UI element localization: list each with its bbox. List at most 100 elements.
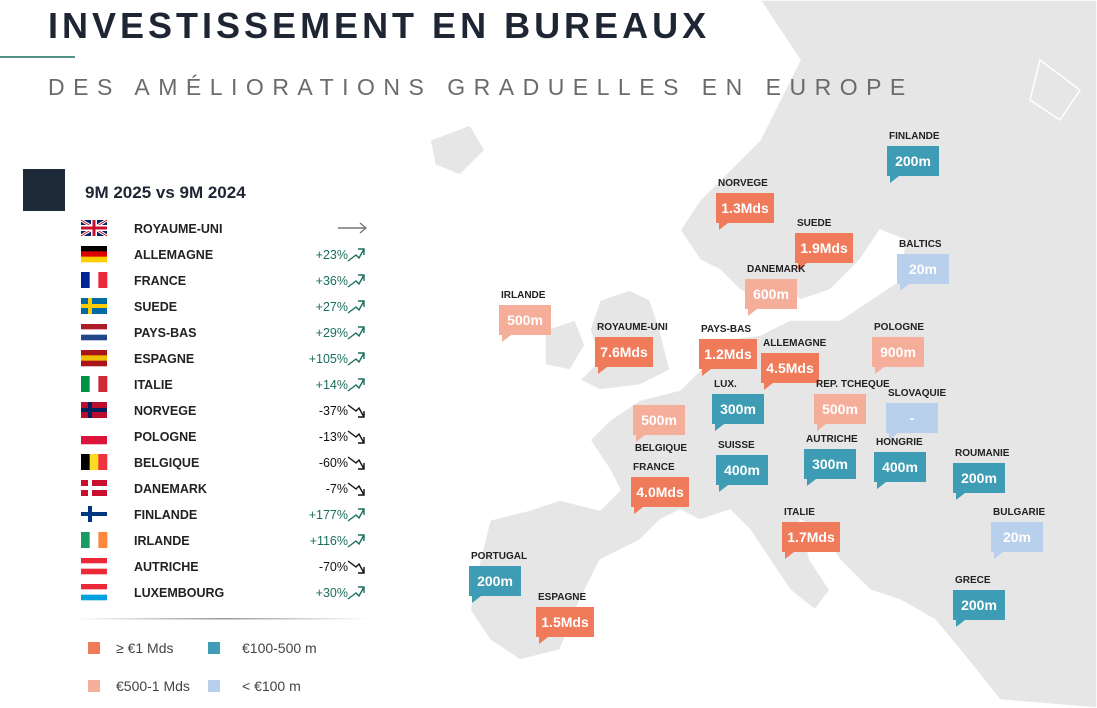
callout-label: PORTUGAL bbox=[471, 551, 527, 562]
callout-value: 500m bbox=[641, 412, 677, 428]
subtitle: DES AMÉLIORATIONS GRADUELLES EN EUROPE bbox=[48, 74, 914, 100]
callouts: 200m FINLANDE 1.3Mds NORVEGE 1.9Mds SUEDE 20m B… bbox=[469, 131, 1046, 644]
callout-value: 300m bbox=[720, 401, 756, 417]
title: INVESTISSEMENT EN BUREAUX bbox=[48, 5, 710, 46]
flag-band bbox=[81, 246, 107, 252]
callout-label: ITALIE bbox=[784, 507, 815, 518]
flag-band bbox=[81, 324, 107, 330]
flag-cross bbox=[81, 408, 107, 412]
flag-cross bbox=[81, 486, 107, 490]
callout-label: SUISSE bbox=[718, 440, 755, 451]
flag bbox=[81, 558, 107, 575]
callout-label: ROUMANIE bbox=[955, 448, 1010, 459]
legend-label: €100-500 m bbox=[242, 640, 317, 656]
flag bbox=[81, 350, 107, 367]
trend-arrow bbox=[347, 560, 365, 574]
callout-value: 500m bbox=[822, 401, 858, 417]
callout-value: 400m bbox=[882, 459, 918, 475]
legend-label: ≥ €1 Mds bbox=[116, 640, 173, 656]
trend-arrow bbox=[347, 378, 365, 392]
callout-label: ALLEMAGNE bbox=[763, 338, 827, 349]
callout-box bbox=[631, 477, 689, 514]
callout-box bbox=[699, 339, 757, 376]
trend-arrow bbox=[347, 352, 365, 366]
callout-box bbox=[712, 394, 764, 431]
callout-label: NORVEGE bbox=[718, 178, 768, 189]
country-name: AUTRICHE bbox=[134, 560, 199, 574]
flag-band bbox=[81, 594, 107, 601]
flag bbox=[81, 272, 108, 288]
callout-value: 300m bbox=[812, 456, 848, 472]
flag bbox=[81, 402, 107, 418]
callout-box bbox=[761, 353, 819, 390]
callout-value: 20m bbox=[1003, 529, 1031, 545]
change-value: +27% bbox=[316, 300, 348, 314]
flag-band bbox=[81, 532, 90, 548]
callout-label: SUEDE bbox=[797, 218, 832, 229]
flag-band bbox=[81, 589, 107, 595]
trend-arrow bbox=[347, 300, 365, 314]
callout-label: BALTICS bbox=[899, 239, 942, 250]
callout-box bbox=[536, 607, 594, 644]
table-badge bbox=[23, 169, 65, 211]
country-name: PAYS-BAS bbox=[134, 326, 197, 340]
flag bbox=[81, 532, 108, 548]
flag bbox=[81, 506, 107, 522]
change-value: +36% bbox=[316, 274, 348, 288]
country-name: LUXEMBOURG bbox=[134, 586, 224, 600]
country-name: NORVEGE bbox=[134, 404, 196, 418]
callout-box bbox=[897, 254, 949, 291]
change-value: -7% bbox=[326, 482, 348, 496]
flag-band bbox=[89, 532, 99, 548]
callout-box bbox=[814, 394, 866, 431]
callout-value: 200m bbox=[961, 597, 997, 613]
flag bbox=[81, 246, 107, 263]
flag-band bbox=[81, 376, 90, 392]
flag-band bbox=[98, 272, 108, 288]
flag bbox=[81, 376, 108, 392]
change-value: -13% bbox=[319, 430, 348, 444]
flag-band bbox=[81, 454, 90, 470]
legend-label: < €100 m bbox=[242, 678, 301, 694]
callout-label: FINLANDE bbox=[889, 131, 940, 142]
trend-arrow bbox=[347, 274, 365, 288]
country-name: SUEDE bbox=[134, 300, 177, 314]
country-name: DANEMARK bbox=[134, 482, 207, 496]
callout-label: ESPAGNE bbox=[538, 592, 586, 603]
flag-band bbox=[81, 436, 107, 445]
callout-value: 200m bbox=[477, 573, 513, 589]
change-value: +23% bbox=[316, 248, 348, 262]
country-name: FINLANDE bbox=[134, 508, 197, 522]
callout-label: LUX. bbox=[714, 379, 737, 390]
callout-label: SLOVAQUIE bbox=[888, 388, 946, 399]
flag-band bbox=[81, 568, 107, 575]
country-name: FRANCE bbox=[134, 274, 186, 288]
callout-value: 1.5Mds bbox=[541, 614, 589, 630]
flag-band bbox=[81, 360, 107, 367]
callout-value: 1.7Mds bbox=[787, 529, 835, 545]
trend-arrow bbox=[338, 222, 368, 234]
table-rule bbox=[75, 618, 370, 620]
callout-value: 4.0Mds bbox=[636, 484, 684, 500]
flag-band bbox=[81, 334, 107, 341]
flag-cross bbox=[81, 304, 107, 308]
callout-box bbox=[745, 279, 797, 316]
trend-arrow bbox=[347, 430, 365, 444]
flag-band bbox=[81, 558, 107, 564]
flag-band bbox=[81, 428, 107, 437]
legend-label: €500-1 Mds bbox=[116, 678, 190, 694]
callout-value: 200m bbox=[961, 470, 997, 486]
trend-arrow bbox=[347, 534, 365, 548]
country-name: ITALIE bbox=[134, 378, 173, 392]
change-value: +29% bbox=[316, 326, 348, 340]
legend-swatch bbox=[88, 680, 100, 692]
legend-swatch bbox=[208, 680, 220, 692]
flag-band bbox=[81, 329, 107, 335]
callout-box bbox=[716, 455, 768, 492]
callout-box bbox=[886, 403, 938, 440]
callout-box bbox=[804, 449, 856, 486]
callout-box bbox=[953, 463, 1005, 500]
trend-arrow bbox=[347, 456, 365, 470]
country-name: ROYAUME-UNI bbox=[134, 222, 222, 236]
change-value: +30% bbox=[316, 586, 348, 600]
